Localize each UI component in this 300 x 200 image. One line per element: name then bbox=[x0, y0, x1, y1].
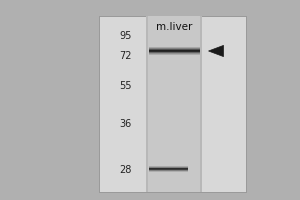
Text: 28: 28 bbox=[120, 165, 132, 175]
Bar bbox=[148, 48, 200, 49]
Bar bbox=[148, 47, 200, 48]
Bar bbox=[147, 16, 201, 192]
Bar bbox=[148, 50, 200, 51]
Bar bbox=[148, 52, 200, 53]
Bar bbox=[148, 49, 200, 50]
Bar bbox=[148, 51, 200, 52]
Bar bbox=[148, 171, 188, 172]
Text: 72: 72 bbox=[119, 51, 132, 61]
Bar bbox=[99, 16, 246, 192]
Bar bbox=[148, 169, 188, 170]
Bar bbox=[148, 170, 188, 171]
Polygon shape bbox=[208, 45, 224, 57]
Bar bbox=[148, 53, 200, 54]
Bar bbox=[148, 47, 200, 48]
Bar bbox=[148, 54, 200, 55]
Bar bbox=[148, 166, 188, 167]
Bar bbox=[148, 54, 200, 55]
Bar bbox=[200, 16, 202, 192]
Bar bbox=[148, 168, 188, 169]
Bar bbox=[148, 168, 188, 169]
Bar bbox=[148, 169, 188, 170]
Bar bbox=[148, 52, 200, 53]
Bar bbox=[148, 166, 188, 167]
Text: 36: 36 bbox=[120, 119, 132, 129]
Text: 95: 95 bbox=[120, 31, 132, 41]
Bar bbox=[148, 167, 188, 168]
Text: m.liver: m.liver bbox=[156, 22, 192, 32]
Bar bbox=[148, 171, 188, 172]
Bar bbox=[148, 167, 188, 168]
Text: 55: 55 bbox=[119, 81, 132, 91]
Bar bbox=[146, 16, 148, 192]
Bar bbox=[148, 49, 200, 50]
Bar bbox=[148, 51, 200, 52]
Bar bbox=[148, 53, 200, 54]
